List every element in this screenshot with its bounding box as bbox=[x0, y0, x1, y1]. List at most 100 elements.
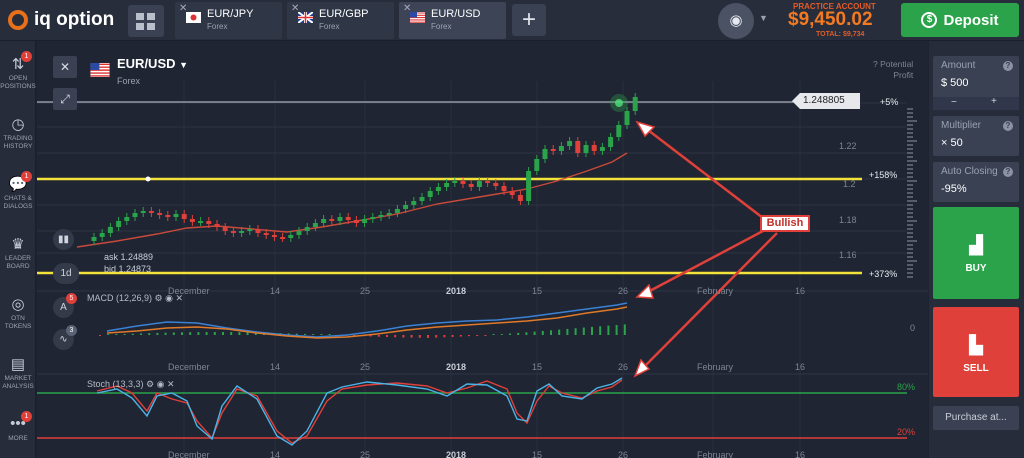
eye-icon[interactable]: ◉ bbox=[165, 293, 173, 303]
price-chart-canvas[interactable] bbox=[37, 41, 928, 458]
trophy-icon: ♛ bbox=[11, 236, 25, 253]
macd-bar bbox=[574, 328, 577, 335]
macd-bar bbox=[246, 332, 249, 335]
macd-bar bbox=[197, 332, 200, 335]
macd-bar bbox=[99, 335, 101, 336]
sidebar-item-market-analysis[interactable]: ▤ MARKET ANALYSIS bbox=[0, 355, 36, 390]
macd-bar bbox=[591, 326, 593, 335]
potential-profit-label: ? Potential Profit bbox=[873, 59, 913, 81]
more-icon: ••• 1 bbox=[0, 411, 36, 435]
token-icon: ◎ bbox=[11, 296, 25, 313]
expand-icon[interactable]: ⤢ bbox=[53, 88, 77, 110]
macd-bar bbox=[107, 334, 110, 335]
candle-body bbox=[91, 237, 97, 241]
close-icon[interactable]: ✕ bbox=[175, 293, 184, 303]
date-axis-label: February bbox=[697, 450, 734, 458]
logo[interactable]: iq option bbox=[8, 9, 114, 31]
candle-body bbox=[558, 146, 564, 151]
buy-button[interactable]: ▟ BUY bbox=[933, 207, 1019, 299]
camera-icon[interactable]: ◉ bbox=[718, 3, 754, 39]
amount-value[interactable]: $ 500 bbox=[941, 77, 969, 89]
profit-level-label: +373% bbox=[869, 269, 898, 279]
macd-bar bbox=[181, 332, 183, 335]
macd-bar bbox=[566, 328, 569, 335]
sidebar-item-more[interactable]: ••• 1 MORE bbox=[0, 411, 36, 443]
sidebar-item-label: OTN TOKENS bbox=[4, 315, 32, 330]
account-total: TOTAL: $9,734 bbox=[816, 31, 865, 38]
sidebar-item-label: OPEN POSITIONS bbox=[0, 75, 36, 90]
deposit-button[interactable]: $ Deposit bbox=[901, 3, 1019, 37]
macd-bar bbox=[213, 332, 216, 335]
candle-body bbox=[230, 231, 236, 233]
purchase-at-button[interactable]: Purchase at... bbox=[933, 406, 1019, 430]
candle-body bbox=[362, 219, 368, 223]
macd-bar bbox=[222, 332, 224, 335]
date-axis-label: 26 bbox=[618, 450, 629, 458]
layout-grid-button[interactable] bbox=[128, 5, 164, 37]
minus-icon[interactable]: − bbox=[951, 97, 957, 108]
macd-bar bbox=[123, 334, 126, 335]
tab-eur-usd[interactable]: ✕ EUR/USD Forex bbox=[399, 2, 506, 39]
chart-type-button[interactable]: ▮▮ bbox=[53, 229, 74, 250]
candle-body bbox=[435, 187, 441, 191]
account-balance[interactable]: $9,450.02 bbox=[788, 9, 873, 30]
macd-bar bbox=[533, 331, 536, 335]
date-axis-label: February bbox=[697, 286, 734, 296]
tab-subtitle: Forex bbox=[207, 22, 228, 31]
help-icon[interactable]: ? bbox=[1003, 61, 1013, 71]
candle-body bbox=[534, 159, 540, 171]
asset-selector[interactable]: EUR/USD ▼ bbox=[117, 56, 188, 71]
chevron-down-icon[interactable]: ▼ bbox=[759, 13, 768, 23]
tab-eur-gbp[interactable]: ✕ EUR/GBP Forex bbox=[287, 2, 394, 39]
plus-icon[interactable]: + bbox=[991, 96, 997, 107]
candle-body bbox=[616, 125, 622, 137]
chart-area[interactable]: ✕ ⤢ EUR/USD ▼ Forex ? Potential Profit 1… bbox=[37, 41, 928, 458]
candle-body bbox=[394, 209, 400, 213]
multiplier-field[interactable]: Multiplier ? × 50 bbox=[933, 116, 1019, 156]
close-icon[interactable]: ✕ bbox=[403, 3, 412, 14]
candle-body bbox=[550, 149, 556, 151]
asset-symbol: EUR/USD bbox=[117, 56, 176, 71]
tab-subtitle: Forex bbox=[319, 22, 340, 31]
candle-body bbox=[280, 237, 286, 239]
amount-field[interactable]: Amount ? $ 500 − + bbox=[933, 56, 1019, 110]
timeframe-button[interactable]: 1d bbox=[53, 263, 79, 284]
macd-bar bbox=[492, 334, 495, 335]
notification-badge: 1 bbox=[21, 51, 32, 62]
sidebar-item-chats[interactable]: 💬 1 CHATS & DIALOGS bbox=[0, 171, 36, 210]
candle-body bbox=[468, 184, 474, 187]
close-icon[interactable]: ✕ bbox=[167, 379, 175, 389]
gear-icon[interactable]: ⚙ bbox=[146, 379, 155, 389]
help-icon[interactable]: ? bbox=[1003, 121, 1013, 131]
macd-bar bbox=[558, 329, 561, 335]
sell-button[interactable]: ▙ SELL bbox=[933, 307, 1019, 397]
candle-body bbox=[198, 221, 204, 223]
sidebar-item-otn-tokens[interactable]: ◎ OTN TOKENS bbox=[0, 295, 36, 330]
close-chart-button[interactable]: ✕ bbox=[53, 56, 77, 78]
macd-bar bbox=[468, 335, 470, 337]
date-axis-label: 25 bbox=[360, 286, 371, 296]
macd-bar bbox=[541, 330, 544, 335]
sidebar-item-trading-history[interactable]: ◷ TRADING HISTORY bbox=[0, 115, 36, 150]
sidebar-item-label: MORE bbox=[8, 435, 28, 442]
candle-body bbox=[140, 211, 146, 213]
close-icon[interactable]: ✕ bbox=[179, 3, 188, 14]
gear-icon[interactable]: ⚙ bbox=[154, 293, 163, 303]
account-type-label[interactable]: PRACTICE ACCOUNT bbox=[793, 2, 876, 11]
sidebar-item-leader-board[interactable]: ♛ LEADER BOARD bbox=[0, 235, 36, 270]
amount-stepper[interactable]: − + bbox=[933, 96, 1019, 110]
date-axis-label: February bbox=[697, 362, 734, 372]
auto-closing-field[interactable]: Auto Closing ? -95% bbox=[933, 162, 1019, 202]
candle-body bbox=[271, 235, 277, 237]
auto-closing-title: Auto Closing bbox=[941, 166, 998, 177]
sidebar-item-open-positions[interactable]: ⇅ 1 OPEN POSITIONS bbox=[0, 51, 36, 90]
date-axis-label: 26 bbox=[618, 286, 629, 296]
indicators-button[interactable]: ∿ 3 bbox=[53, 325, 77, 350]
eye-icon[interactable]: ◉ bbox=[156, 379, 165, 389]
tab-eur-jpy[interactable]: ✕ EUR/JPY Forex bbox=[175, 2, 282, 39]
close-icon[interactable]: ✕ bbox=[291, 3, 300, 14]
candle-body bbox=[386, 213, 392, 215]
add-tab-button[interactable]: + bbox=[512, 4, 546, 36]
help-icon[interactable]: ? bbox=[1003, 167, 1013, 177]
